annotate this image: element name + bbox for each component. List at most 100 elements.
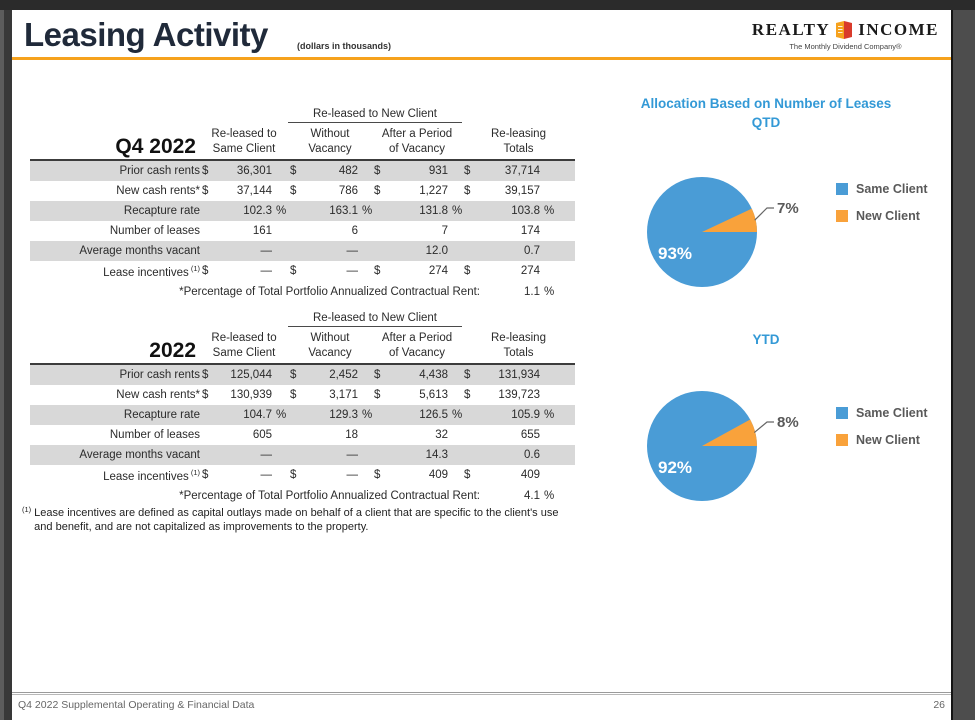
- logo-word-realty: REALTY: [751, 20, 831, 39]
- cell-value: 129.3: [329, 409, 358, 421]
- table-row: Recapture rate 102.3% 163.1% 131.8% 103.8%: [30, 201, 575, 221]
- pie-chart-svg: 92% 8%: [647, 391, 799, 501]
- legend-item: Same Client: [836, 406, 928, 420]
- cell-value: —: [346, 245, 359, 257]
- pie-chart-ytd: 92% 8%: [640, 376, 860, 531]
- cell-value: 482: [338, 165, 358, 177]
- portfolio-percent-row: *Percentage of Total Portfolio Annualize…: [30, 282, 575, 301]
- legend-swatch: [836, 434, 848, 446]
- currency-symbol: $: [374, 469, 381, 481]
- pie-chart-svg: 93% 7%: [647, 177, 799, 287]
- legend-label: New Client: [856, 209, 920, 223]
- column-header: Re-leasing Totals: [491, 128, 546, 156]
- legend-item: New Client: [836, 209, 928, 223]
- table-row: Lease incentives (1) $ — $ — $274 $274: [30, 261, 575, 281]
- pie-callout-percent-label: 8%: [777, 414, 799, 431]
- chart-legend-qtd: Same Client New Client: [836, 182, 928, 223]
- currency-symbol: $: [290, 185, 297, 197]
- portfolio-percent-value: 4.1: [524, 489, 540, 502]
- pie-chart-block-ytd: YTD 92% 8% Same Client New Client: [600, 330, 940, 550]
- percent-symbol: %: [544, 489, 555, 502]
- currency-symbol: $: [290, 369, 297, 381]
- percent-symbol: %: [544, 205, 555, 217]
- currency-symbol: $: [202, 265, 209, 277]
- table-row: New cash rents* $37,144 $786 $1,227 $39,157: [30, 181, 575, 201]
- currency-symbol: $: [290, 389, 297, 401]
- currency-symbol: $: [202, 389, 209, 401]
- legend-item: New Client: [836, 433, 928, 447]
- cell-value: 931: [428, 165, 448, 177]
- period-label: 2022: [149, 339, 196, 362]
- currency-symbol: $: [374, 265, 381, 277]
- cell-value: 139,723: [498, 389, 540, 401]
- logo-tagline: The Monthly Dividend Company®: [789, 42, 902, 51]
- row-label: Average months vacant: [79, 449, 200, 461]
- cell-value: 39,157: [504, 185, 540, 197]
- cell-value: 104.7: [243, 409, 272, 421]
- span-header: Re-leased to New Client: [288, 312, 462, 327]
- chart-subtitle-qtd: QTD: [751, 114, 781, 130]
- table-row: Recapture rate 104.7% 129.3% 126.5% 105.9%: [30, 405, 575, 425]
- cell-value: 605: [252, 429, 272, 441]
- cell-value: 274: [428, 265, 448, 277]
- realty-income-logo: REALTY INCOME The Monthly Dividend Compa…: [752, 20, 939, 51]
- legend-label: New Client: [856, 433, 920, 447]
- percent-symbol: %: [276, 409, 287, 421]
- pie-main-percent-label: 93%: [658, 244, 692, 263]
- table-row: Average months vacant — — 14.3 0.6: [30, 445, 575, 465]
- realty-income-book-icon: [834, 20, 854, 40]
- currency-symbol: $: [374, 369, 381, 381]
- column-header: Re-leasing Totals: [491, 332, 546, 360]
- table-row: Lease incentives (1) $ — $ — $409 $409: [30, 465, 575, 485]
- cell-value: 126.5: [419, 409, 448, 421]
- currency-symbol: $: [290, 469, 297, 481]
- cell-value: 6: [351, 225, 358, 237]
- leasing-table-q4-2022: Re-leased to New Client Q4 2022 Re-leased …: [30, 96, 575, 301]
- row-label: Recapture rate: [123, 205, 200, 217]
- span-header-row: Re-leased to New Client: [30, 300, 575, 327]
- row-label: Number of leases: [109, 225, 200, 237]
- cell-value: 18: [345, 429, 358, 441]
- footnote-text: Lease incentives are defined as capital …: [34, 507, 559, 534]
- callout-line: [753, 421, 774, 434]
- cell-value: 163.1: [329, 205, 358, 217]
- span-header-row: Re-leased to New Client: [30, 96, 575, 123]
- table-row: Number of leases 605 18 32 655: [30, 425, 575, 445]
- window-right-scroll-area[interactable]: [951, 10, 975, 720]
- cell-value: 1,227: [419, 185, 448, 197]
- row-label: Number of leases: [109, 429, 200, 441]
- cell-value: 14.3: [425, 449, 448, 461]
- currency-symbol: $: [202, 469, 209, 481]
- row-label: New cash rents*: [116, 185, 200, 197]
- period-label: Q4 2022: [115, 135, 196, 158]
- cell-value: 5,613: [419, 389, 448, 401]
- cell-value: 105.9: [511, 409, 540, 421]
- currency-symbol: $: [464, 389, 471, 401]
- span-header: Re-leased to New Client: [288, 108, 462, 123]
- footer-divider: [12, 692, 951, 695]
- currency-symbol: $: [374, 389, 381, 401]
- footnote-marker: (1): [22, 505, 32, 514]
- row-label: New cash rents*: [116, 389, 200, 401]
- currency-symbol: $: [374, 185, 381, 197]
- pie-main-percent-label: 92%: [658, 458, 692, 477]
- cell-value: 125,044: [230, 369, 272, 381]
- cell-value: —: [260, 245, 273, 257]
- legend-item: Same Client: [836, 182, 928, 196]
- page-number: 26: [933, 699, 945, 711]
- callout-line: [754, 207, 774, 221]
- currency-symbol: $: [202, 165, 209, 177]
- cell-value: 130,939: [230, 389, 272, 401]
- row-label: Lease incentives (1): [103, 467, 200, 483]
- window-top-bar: [0, 0, 975, 10]
- pie-callout-percent-label: 7%: [777, 200, 799, 217]
- table-row: Prior cash rents $36,301 $482 $931 $37,714: [30, 161, 575, 181]
- cell-value: 2,452: [329, 369, 358, 381]
- portfolio-percent-label: *Percentage of Total Portfolio Annualize…: [179, 489, 480, 502]
- row-label: Recapture rate: [123, 409, 200, 421]
- portfolio-percent-value: 1.1: [524, 285, 540, 298]
- chart-subtitle-ytd: YTD: [752, 332, 780, 347]
- percent-symbol: %: [452, 409, 463, 421]
- cell-value: 274: [520, 265, 540, 277]
- legend-label: Same Client: [856, 182, 928, 196]
